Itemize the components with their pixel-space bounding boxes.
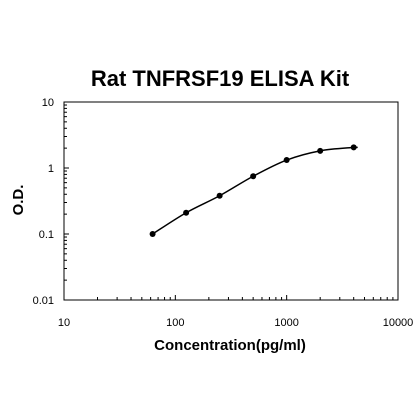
x-tick-label: 100 — [166, 317, 184, 329]
x-tick-label: 1000 — [274, 317, 298, 329]
data-point — [350, 144, 357, 151]
x-axis-title: Concentration(pg/ml) — [154, 337, 306, 354]
y-tick-label: 0.01 — [33, 295, 54, 307]
data-point — [183, 209, 190, 216]
data-point — [317, 147, 324, 154]
fit-curve — [152, 146, 358, 235]
y-tick-label: 0.1 — [39, 229, 54, 241]
data-point — [149, 231, 156, 237]
data-point — [250, 173, 257, 180]
y-tick-label: 10 — [42, 97, 54, 109]
y-tick-label: 1 — [48, 163, 54, 175]
x-tick-label: 10 — [58, 317, 70, 329]
chart-title: Rat TNFRSF19 ELISA Kit — [90, 66, 350, 91]
data-point — [216, 192, 223, 199]
plot-frame — [63, 101, 399, 301]
data-point — [283, 157, 290, 164]
x-tick-label: 10000 — [383, 317, 414, 329]
